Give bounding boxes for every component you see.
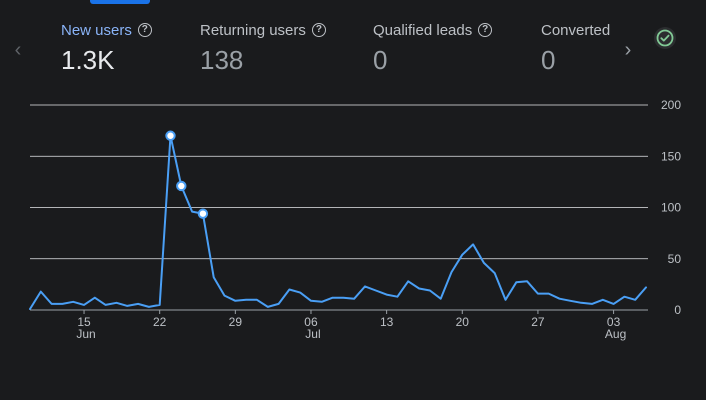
data-point-marker[interactable] [197, 208, 209, 219]
x-tick-label: 15 [77, 315, 91, 329]
metric-label: Converted [541, 21, 611, 39]
x-tick-label: 13 [380, 315, 394, 329]
metric-returning-users[interactable]: Returning users ? 138 [200, 20, 326, 76]
y-tick-label: 0 [674, 303, 681, 317]
metric-new-users[interactable]: New users ? 1.3K [61, 20, 152, 76]
x-tick-month-label: Jul [305, 327, 320, 341]
x-tick-label: 20 [456, 315, 470, 329]
x-tick-month-label: Aug [605, 327, 626, 341]
x-tick-month-label: Jun [76, 327, 95, 341]
x-tick-label: 03 [607, 315, 621, 329]
metric-value: 0 [373, 45, 388, 75]
metric-converted[interactable]: Converted 0 [541, 20, 613, 76]
y-tick-label: 50 [668, 252, 682, 266]
x-tick-label: 22 [153, 315, 167, 329]
metric-label: Qualified leads [373, 21, 473, 39]
new-users-series-line [29, 134, 647, 310]
help-circle-icon[interactable]: ? [137, 23, 152, 37]
x-tick-label: 29 [229, 315, 243, 329]
metric-value: 138 [200, 45, 244, 75]
active-tab-indicator [90, 0, 150, 4]
data-point-marker[interactable] [165, 130, 176, 141]
metric-label: New users [61, 21, 132, 39]
y-tick-label: 150 [661, 149, 681, 163]
data-point-marker[interactable] [176, 180, 187, 192]
chevron-left-icon[interactable]: ‹ [14, 39, 22, 61]
chevron-right-icon[interactable]: › [624, 39, 632, 61]
help-circle-icon[interactable]: ? [311, 23, 326, 37]
check-circle-icon[interactable] [654, 27, 676, 49]
metric-label: Returning users [200, 21, 306, 39]
metric-value: 0 [541, 45, 556, 75]
x-tick-label: 06 [304, 315, 318, 329]
metric-value: 1.3K [61, 45, 115, 75]
y-tick-label: 200 [661, 98, 681, 112]
help-circle-icon[interactable]: ? [478, 23, 493, 37]
x-tick-label: 27 [531, 315, 545, 329]
y-tick-label: 100 [661, 201, 681, 215]
metric-qualified-leads[interactable]: Qualified leads ? 0 [373, 20, 493, 76]
